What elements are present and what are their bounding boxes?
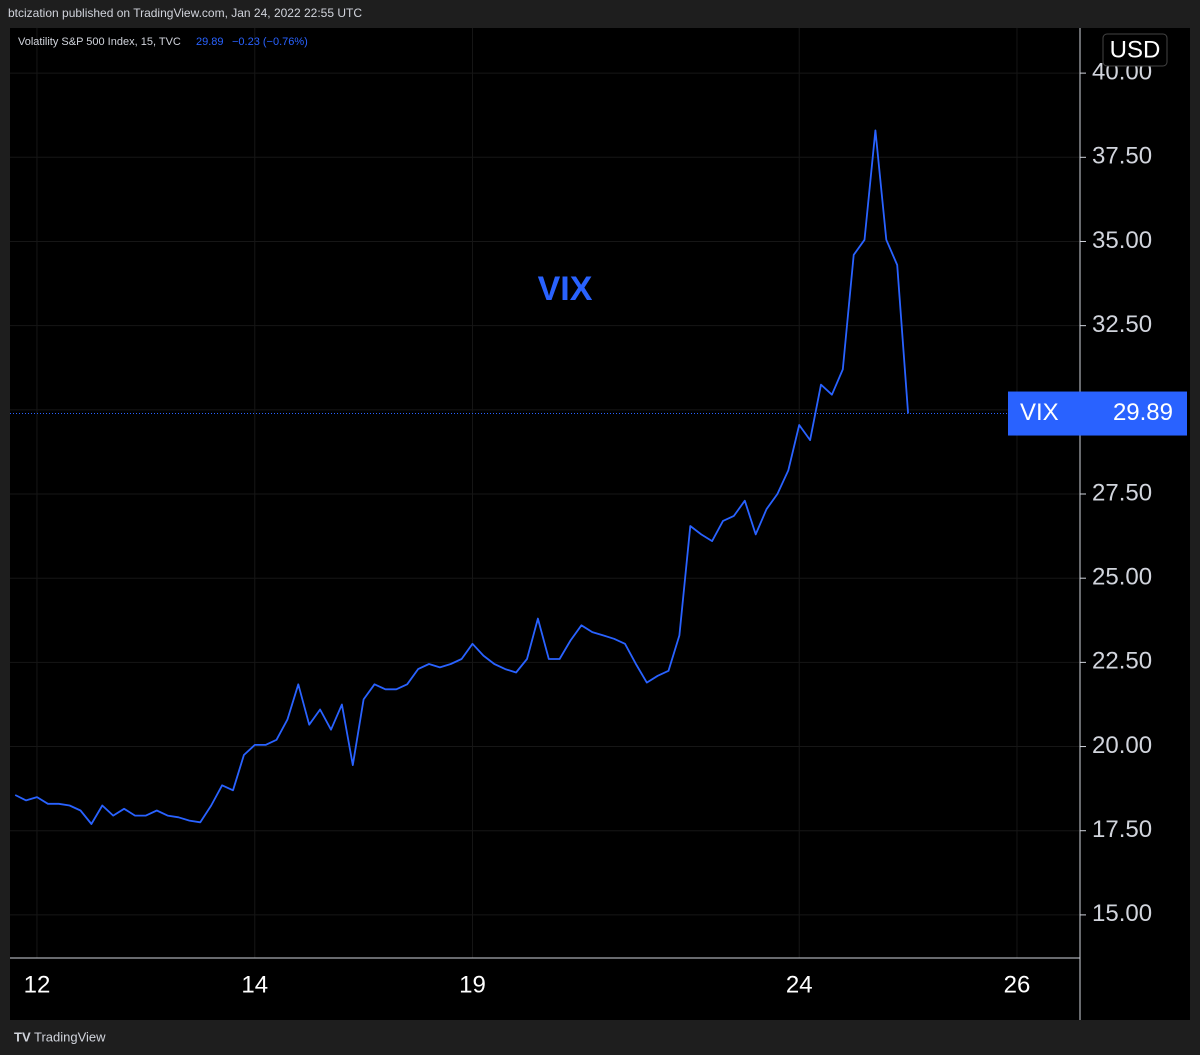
y-tick-label: 20.00 xyxy=(1092,732,1152,759)
y-tick-label: 25.00 xyxy=(1092,564,1152,591)
y-tick-label: 37.50 xyxy=(1092,143,1152,170)
y-tick-label: 15.00 xyxy=(1092,900,1152,927)
legend-symbol: Volatility S&P 500 Index, 15, TVC xyxy=(18,36,181,48)
x-tick-label: 24 xyxy=(786,971,813,998)
currency-box xyxy=(1102,33,1168,67)
x-tick-label: 14 xyxy=(241,971,268,998)
x-tick-label: 26 xyxy=(1004,971,1031,998)
y-tick-label: 17.50 xyxy=(1092,816,1152,843)
price-tag-name: VIX xyxy=(1020,399,1059,426)
annotation: VIX xyxy=(538,270,593,308)
y-tick-label: 32.50 xyxy=(1092,311,1152,338)
currency: USD xyxy=(1110,36,1161,63)
brand-logo: TV xyxy=(14,1029,31,1044)
y-tick-label: 22.50 xyxy=(1092,648,1152,675)
brand: TradingView xyxy=(34,1029,106,1044)
legend-last: 29.89 xyxy=(196,36,224,48)
price-tag xyxy=(1008,391,1187,436)
legend-change: −0.23 (−0.76%) xyxy=(232,36,308,48)
price-tag-value: 29.89 xyxy=(1113,399,1173,426)
series-line xyxy=(14,129,909,825)
y-tick-label: 27.50 xyxy=(1092,479,1152,506)
y-tick-label: 35.00 xyxy=(1092,227,1152,254)
x-tick-label: 19 xyxy=(459,971,486,998)
publisher: btcization published on TradingView.com,… xyxy=(8,6,362,20)
x-tick-label: 12 xyxy=(24,971,51,998)
chart-pane xyxy=(10,28,1190,1020)
